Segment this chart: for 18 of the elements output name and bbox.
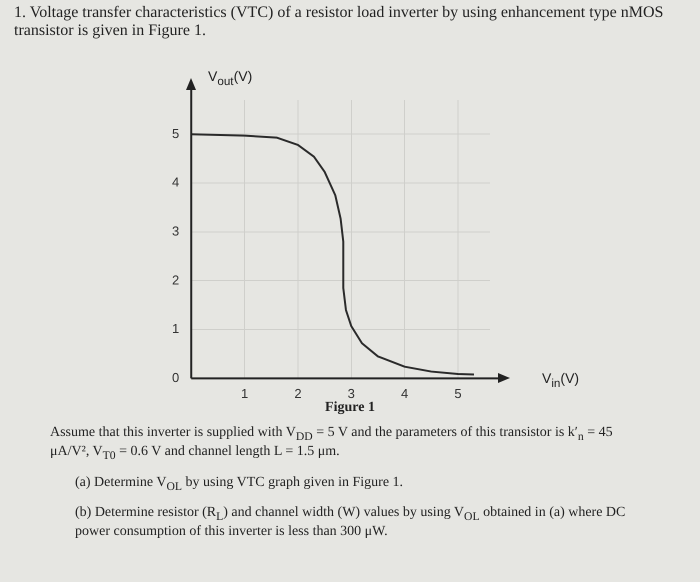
y-tick-label: 4 bbox=[172, 174, 180, 190]
y-tick-label: 5 bbox=[172, 126, 180, 141]
x-tick-label: 4 bbox=[401, 386, 408, 401]
chart-title: 1. Voltage transfer characteristics (VTC) of a resistor load inverter by using enhancement type nMOS transistor is given in Figure 1. bbox=[14, 4, 664, 40]
y-axis-title: V$_{out}$(V) bbox=[208, 68, 252, 88]
y-tick-label: 1 bbox=[172, 321, 180, 336]
x-axis-title: V$_{in}$(V) bbox=[542, 370, 580, 390]
x-tick-label: 1 bbox=[240, 386, 248, 401]
text: (b) Determine resistor (R$_{L}$) and channel width (W) values by using V$_{OL}$ obtained in (a) where DC power consumption of this inverter is less than 300 μW. bbox=[75, 505, 626, 540]
y-tick-label: 3 bbox=[172, 223, 180, 238]
y-tick-label: 0 bbox=[172, 370, 180, 385]
text: Assume that this inverter is supplied with V$_{DD}$ = 5 V and the parameters of this transistor is k′$_{n}$ = 45 μA/V², V$_{T0}$ = 0.6 V and channel length L = 1.5 μm. bbox=[50, 425, 613, 462]
x-tick-label: 3 bbox=[348, 386, 355, 401]
y-tick-label: 2 bbox=[172, 272, 180, 288]
x-tick-label: 2 bbox=[294, 386, 302, 401]
x-tick-label: 5 bbox=[454, 386, 462, 401]
caption: Figure 1 bbox=[324, 400, 376, 415]
text: (a) Determine V$_{OL}$ by using VTC graph given in Figure 1. bbox=[75, 474, 404, 494]
